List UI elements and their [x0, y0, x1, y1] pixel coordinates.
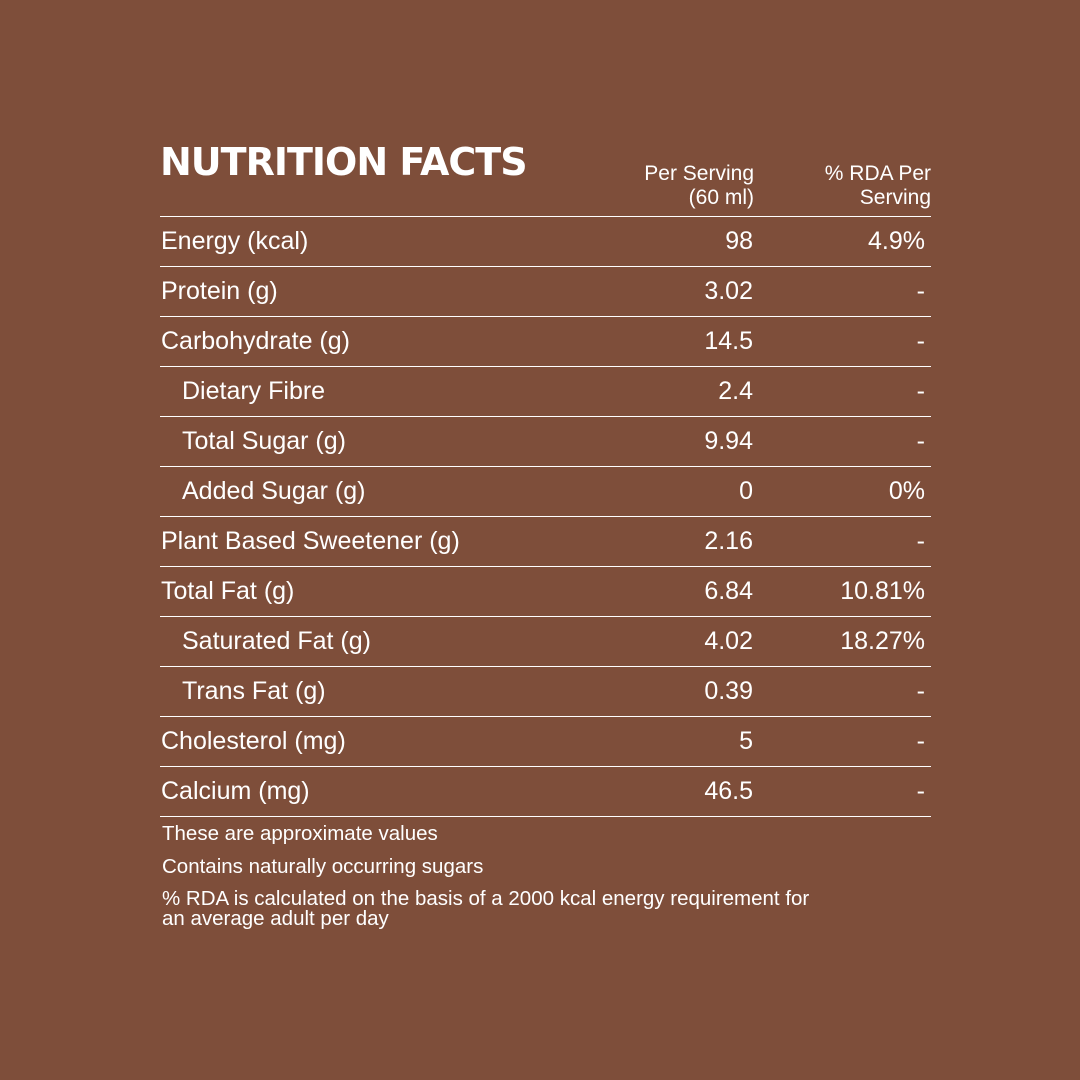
- table-row-sub: Trans Fat (g) 0.39 -: [160, 667, 931, 717]
- table-row: Carbohydrate (g) 14.5 -: [160, 317, 931, 367]
- per-serving-column-header: Per Serving (60 ml): [644, 162, 754, 209]
- row-rda-value: -: [916, 377, 925, 405]
- table-row-sub: Dietary Fibre 2.4 -: [160, 367, 931, 417]
- table-header: NUTRITION FACTS Per Serving (60 ml) % RD…: [160, 138, 931, 216]
- table-row: Total Fat (g) 6.84 10.81%: [160, 567, 931, 617]
- row-rda-value: -: [916, 277, 925, 305]
- row-rda-value: -: [916, 427, 925, 455]
- nutrition-facts-title: NUTRITION FACTS: [160, 140, 528, 184]
- row-label: Total Fat (g): [161, 577, 295, 605]
- row-per-serving-value: 0: [739, 477, 753, 505]
- row-per-serving-value: 5: [739, 727, 753, 755]
- row-rda-value: 0%: [888, 477, 925, 505]
- row-label: Plant Based Sweetener (g): [161, 527, 460, 555]
- row-label: Protein (g): [161, 277, 278, 305]
- row-label: Added Sugar (g): [182, 477, 366, 505]
- row-label: Carbohydrate (g): [161, 327, 350, 355]
- row-rda-value: 10.81%: [840, 577, 925, 605]
- rda-column-header: % RDA Per Serving: [824, 162, 931, 209]
- row-label: Trans Fat (g): [182, 677, 326, 705]
- table-row: Plant Based Sweetener (g) 2.16 -: [160, 517, 931, 567]
- row-rda-value: -: [916, 527, 925, 555]
- row-per-serving-value: 9.94: [704, 427, 753, 455]
- table-row: Energy (kcal) 98 4.9%: [160, 217, 931, 267]
- row-label: Calcium (mg): [161, 777, 310, 805]
- row-per-serving-value: 98: [725, 227, 753, 255]
- row-label: Total Sugar (g): [182, 427, 346, 455]
- table-row-sub: Added Sugar (g) 0 0%: [160, 467, 931, 517]
- footnote-approximate: These are approximate values: [162, 822, 438, 845]
- table-row-sub: Total Sugar (g) 9.94 -: [160, 417, 931, 467]
- row-per-serving-value: 0.39: [704, 677, 753, 705]
- row-rda-value: 18.27%: [840, 627, 925, 655]
- row-per-serving-value: 14.5: [704, 327, 753, 355]
- row-rda-value: -: [916, 327, 925, 355]
- row-rda-value: 4.9%: [868, 227, 925, 255]
- nutrition-table: Energy (kcal) 98 4.9% Protein (g) 3.02 -…: [160, 216, 931, 817]
- row-per-serving-value: 46.5: [704, 777, 753, 805]
- nutrition-facts-panel: NUTRITION FACTS Per Serving (60 ml) % RD…: [160, 138, 931, 940]
- row-per-serving-value: 2.16: [704, 527, 753, 555]
- row-label: Dietary Fibre: [182, 377, 326, 405]
- table-row: Calcium (mg) 46.5 -: [160, 767, 931, 817]
- row-rda-value: -: [916, 727, 925, 755]
- table-row-sub: Saturated Fat (g) 4.02 18.27%: [160, 617, 931, 667]
- table-row: Cholesterol (mg) 5 -: [160, 717, 931, 767]
- footnotes: These are approximate values Contains na…: [160, 823, 931, 929]
- row-label: Energy (kcal): [161, 227, 309, 255]
- row-label: Cholesterol (mg): [161, 727, 346, 755]
- row-per-serving-value: 6.84: [704, 577, 753, 605]
- row-rda-value: -: [916, 677, 925, 705]
- row-rda-value: -: [916, 777, 925, 805]
- row-per-serving-value: 3.02: [704, 277, 753, 305]
- row-label: Saturated Fat (g): [182, 627, 371, 655]
- footnote-rda-basis: % RDA is calculated on the basis of a 20…: [162, 887, 810, 930]
- row-per-serving-value: 4.02: [704, 627, 753, 655]
- row-per-serving-value: 2.4: [718, 377, 753, 405]
- table-row: Protein (g) 3.02 -: [160, 267, 931, 317]
- footnote-sugars: Contains naturally occurring sugars: [162, 855, 484, 878]
